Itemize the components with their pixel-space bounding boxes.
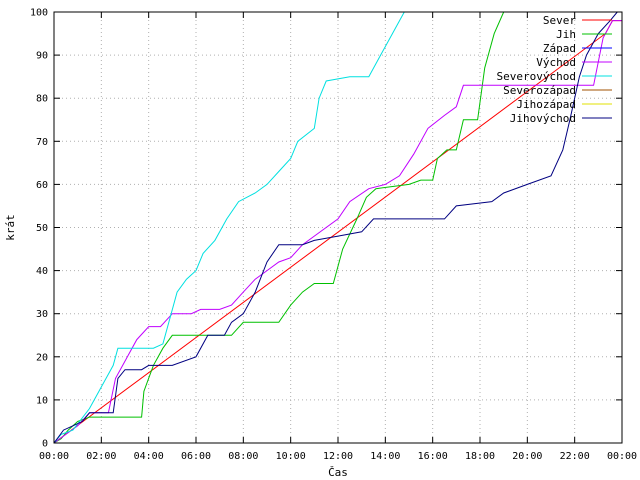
x-tick-label: 16:00 (418, 451, 448, 462)
y-tick-label: 100 (30, 8, 48, 19)
x-axis-label: Čas (328, 466, 348, 479)
y-tick-label: 70 (36, 137, 48, 148)
legend-label: Západ (543, 42, 576, 55)
legend-label: Jihozápad (516, 98, 576, 111)
x-tick-label: 20:00 (512, 451, 542, 462)
y-tick-label: 50 (36, 223, 48, 234)
y-tick-label: 60 (36, 180, 48, 191)
x-tick-label: 08:00 (228, 451, 258, 462)
legend-label: Sever (543, 14, 576, 27)
y-tick-label: 20 (36, 352, 48, 363)
x-tick-label: 06:00 (181, 451, 211, 462)
x-tick-label: 22:00 (560, 451, 590, 462)
legend-label: Jihovýchod (510, 112, 576, 125)
legend-label: Východ (536, 56, 576, 69)
series-line-3 (53, 20, 622, 444)
y-axis-label: krát (4, 214, 17, 241)
y-tick-label: 40 (36, 266, 48, 277)
x-tick-label: 18:00 (465, 451, 495, 462)
x-tick-label: 12:00 (323, 451, 353, 462)
series-line-7 (53, 11, 618, 444)
y-tick-label: 80 (36, 94, 48, 105)
legend-label: Severozápad (503, 84, 576, 97)
grid (54, 12, 622, 443)
legend-label: Jih (556, 28, 576, 41)
y-tick-label: 0 (42, 439, 48, 450)
legend-label: Severovýchod (497, 70, 576, 83)
x-tick-label: 10:00 (276, 451, 306, 462)
x-tick-label: 02:00 (86, 451, 116, 462)
legend: SeverJihZápadVýchodSeverovýchodSeverozáp… (497, 14, 612, 125)
series-line-1 (53, 11, 505, 444)
y-tick-label: 10 (36, 395, 48, 406)
y-tick-label: 30 (36, 309, 48, 320)
x-tick-label: 14:00 (370, 451, 400, 462)
series-lines (53, 11, 622, 444)
x-tick-label: 00:00 (39, 451, 69, 462)
y-tick-label: 90 (36, 51, 48, 62)
x-tick-label: 00:00 (607, 451, 637, 462)
axis-ticks: 0 10 20 30 40 50 60 70 80 90 100 00:00 02:00 04:00 06:… (30, 8, 637, 463)
x-tick-label: 04:00 (134, 451, 164, 462)
series-line-4 (53, 11, 405, 444)
